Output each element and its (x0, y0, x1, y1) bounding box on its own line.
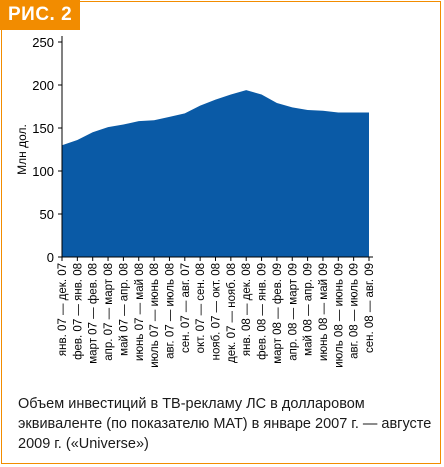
x-tick-label: фев. 08 — янв. 09 (257, 263, 269, 360)
y-tick-label: 150 (32, 121, 54, 136)
data-point (276, 102, 278, 104)
x-tick-label: дек. 07 — нояб. 08 (226, 263, 238, 363)
x-tick-label: янв. 08 — дек. 08 (241, 263, 253, 356)
data-point (245, 89, 247, 91)
x-tick-label: апр. 08 — март 09 (287, 263, 299, 361)
data-point (322, 110, 324, 112)
data-point (107, 126, 109, 128)
y-tick-label: 100 (32, 164, 54, 179)
data-point (184, 112, 186, 114)
x-tick-label: фев. 07 — янв. 08 (72, 263, 84, 360)
data-point (138, 120, 140, 122)
x-tick-label: июль 07 — июнь 08 (149, 263, 161, 368)
x-tick-label: сен. 07 — авг. 07 (180, 263, 192, 353)
x-tick-label: март 07 — фев. 08 (88, 263, 100, 364)
y-tick-label: 250 (32, 35, 54, 50)
data-point (368, 112, 370, 114)
data-point (122, 124, 124, 126)
data-point (92, 131, 94, 133)
figure-caption: Объем инвестиций в ТВ-рекламу ЛС в долла… (18, 396, 432, 452)
data-point (168, 116, 170, 118)
x-tick-label: май 07 — апр. 08 (118, 263, 130, 356)
x-tick-label: сен. 08 — авг. 09 (364, 263, 376, 353)
x-tick-label: июнь 07 — май 08 (134, 263, 146, 361)
x-tick-label: июнь 08 — май 09 (318, 263, 330, 361)
data-point (337, 112, 339, 114)
x-tick-label: авг. 08 — июль 09 (349, 263, 361, 359)
area-series (62, 90, 369, 257)
x-tick-label: апр. 07 — март 08 (103, 263, 115, 361)
x-tick-label: янв. 07 — дек. 07 (57, 263, 69, 356)
area-chart: 0 50 100 150 200 250 Млн дол. янв. 07 — дек. 07… (15, 35, 376, 368)
y-axis-label: Млн дол. (15, 124, 29, 175)
data-point (261, 93, 263, 95)
data-point (215, 99, 217, 101)
x-tick-label: март 08 — фев. 09 (272, 263, 284, 364)
x-tick-label: нояб. 07 — окт. 08 (211, 263, 223, 360)
data-point (76, 139, 78, 141)
x-tick-label: окт. 07 — сен. 08 (195, 263, 207, 353)
data-point (199, 105, 201, 107)
x-tick-label: май 08 — апр. 09 (303, 263, 315, 356)
x-tick-label: авг. 07 — июль 08 (164, 263, 176, 359)
data-point (353, 112, 355, 114)
data-point (230, 93, 232, 95)
data-point (307, 109, 309, 111)
y-tick-label: 50 (40, 207, 54, 222)
data-point (291, 106, 293, 108)
data-point (153, 119, 155, 121)
y-tick-label: 200 (32, 78, 54, 93)
x-tick-label: июль 08 — июнь 09 (333, 263, 345, 368)
y-tick-label: 0 (47, 250, 54, 265)
figure-label: РИС. 2 (0, 0, 80, 30)
